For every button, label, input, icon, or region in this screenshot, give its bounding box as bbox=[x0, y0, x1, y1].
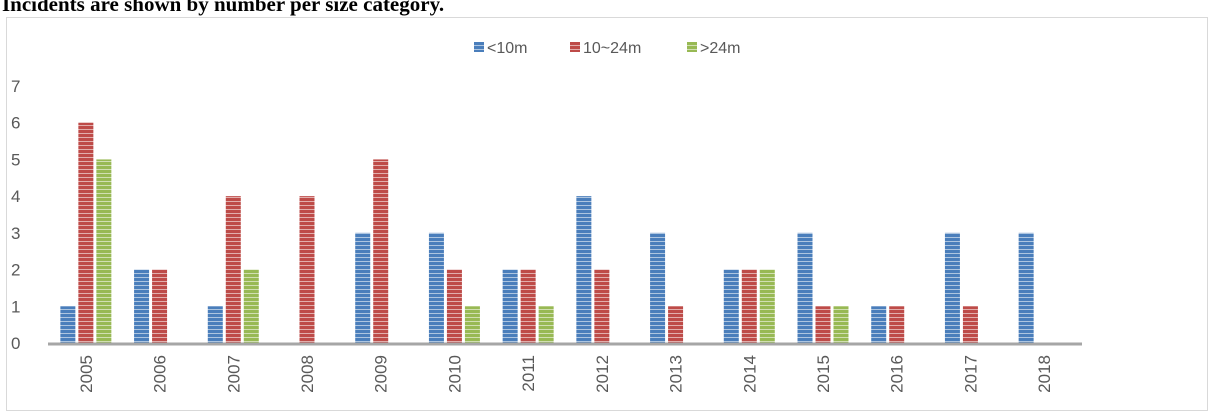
y-tick-label: 0 bbox=[11, 334, 20, 353]
bar-10-24m-2008 bbox=[299, 196, 315, 343]
legend-label-10-24m: 10~24m bbox=[583, 40, 641, 57]
bar-10-24m-2010 bbox=[446, 269, 462, 343]
bar-lt10m-2009 bbox=[355, 232, 371, 343]
bar-lt10m-2014 bbox=[723, 269, 739, 343]
bar-10-24m-2011 bbox=[520, 269, 536, 343]
y-tick-label: 2 bbox=[11, 261, 20, 280]
x-tick-label: 2006 bbox=[151, 355, 170, 393]
bar-10-24m-2009 bbox=[373, 159, 389, 343]
bar-10-24m-2006 bbox=[152, 269, 168, 343]
y-tick-label: 4 bbox=[11, 187, 20, 206]
bar-chart: <10m 10~24m >24m 0 1 2 3 4 5 6 7 2005 2006 2007 2008… bbox=[11, 40, 1082, 393]
x-tick-label: 2010 bbox=[445, 355, 464, 393]
bars bbox=[60, 122, 1034, 343]
bar-10-24m-2013 bbox=[668, 306, 684, 343]
bar-10-24m-2012 bbox=[594, 269, 610, 343]
bar-gt24m-2010 bbox=[464, 306, 480, 343]
bar-10-24m-2005 bbox=[78, 122, 94, 343]
bar-gt24m-2014 bbox=[759, 269, 775, 343]
legend-label-lt10m: <10m bbox=[487, 40, 527, 57]
bar-lt10m-2018 bbox=[1018, 232, 1034, 343]
x-tick-label: 2017 bbox=[961, 355, 980, 393]
bar-10-24m-2017 bbox=[962, 306, 978, 343]
x-tick-label: 2011 bbox=[519, 355, 538, 392]
bar-10-24m-2007 bbox=[225, 196, 241, 343]
bar-lt10m-2010 bbox=[428, 232, 444, 343]
y-axis: 0 1 2 3 4 5 6 7 bbox=[11, 77, 20, 353]
x-axis: 2005 2006 2007 2008 2009 2010 2011 2012 2013 2014… bbox=[48, 342, 1082, 393]
bar-lt10m-2007 bbox=[207, 306, 223, 343]
bar-lt10m-2012 bbox=[576, 196, 592, 343]
bar-lt10m-2006 bbox=[134, 269, 150, 343]
bar-10-24m-2015 bbox=[815, 306, 831, 343]
x-tick-label: 2015 bbox=[814, 355, 833, 393]
x-tick-label: 2018 bbox=[1035, 355, 1054, 393]
y-tick-label: 6 bbox=[11, 114, 20, 133]
bar-lt10m-2016 bbox=[871, 306, 887, 343]
bar-gt24m-2007 bbox=[243, 269, 259, 343]
bar-gt24m-2015 bbox=[833, 306, 849, 343]
chart-caption: Incidents are shown by number per size c… bbox=[2, 0, 445, 16]
bar-lt10m-2015 bbox=[797, 232, 813, 343]
legend-swatch-gt24m bbox=[687, 42, 697, 52]
x-tick-label: 2005 bbox=[77, 355, 96, 393]
legend-label-gt24m: >24m bbox=[700, 40, 740, 57]
x-tick-label: 2012 bbox=[593, 355, 612, 393]
x-tick-label: 2014 bbox=[740, 355, 759, 393]
y-tick-label: 1 bbox=[11, 297, 20, 316]
legend-swatch-10-24m bbox=[570, 42, 580, 52]
x-tick-label: 2007 bbox=[224, 355, 243, 393]
x-tick-label: 2016 bbox=[888, 355, 907, 393]
bar-10-24m-2014 bbox=[741, 269, 757, 343]
legend: <10m 10~24m >24m bbox=[474, 40, 740, 57]
bar-gt24m-2011 bbox=[538, 306, 554, 343]
bar-lt10m-2005 bbox=[60, 306, 76, 343]
bar-lt10m-2013 bbox=[650, 232, 666, 343]
x-tick-label: 2009 bbox=[372, 355, 391, 393]
bar-gt24m-2005 bbox=[96, 159, 112, 343]
y-tick-label: 7 bbox=[11, 77, 20, 96]
legend-swatch-lt10m bbox=[474, 42, 484, 52]
chart-area: <10m 10~24m >24m 0 1 2 3 4 5 6 7 2005 2006 2007 2008… bbox=[6, 17, 1208, 411]
bar-lt10m-2011 bbox=[502, 269, 518, 343]
bar-10-24m-2016 bbox=[889, 306, 905, 343]
bar-lt10m-2017 bbox=[944, 232, 960, 343]
x-tick-label: 2008 bbox=[298, 355, 317, 393]
y-tick-label: 3 bbox=[11, 224, 20, 243]
y-tick-label: 5 bbox=[11, 150, 20, 169]
x-tick-label: 2013 bbox=[667, 355, 686, 393]
